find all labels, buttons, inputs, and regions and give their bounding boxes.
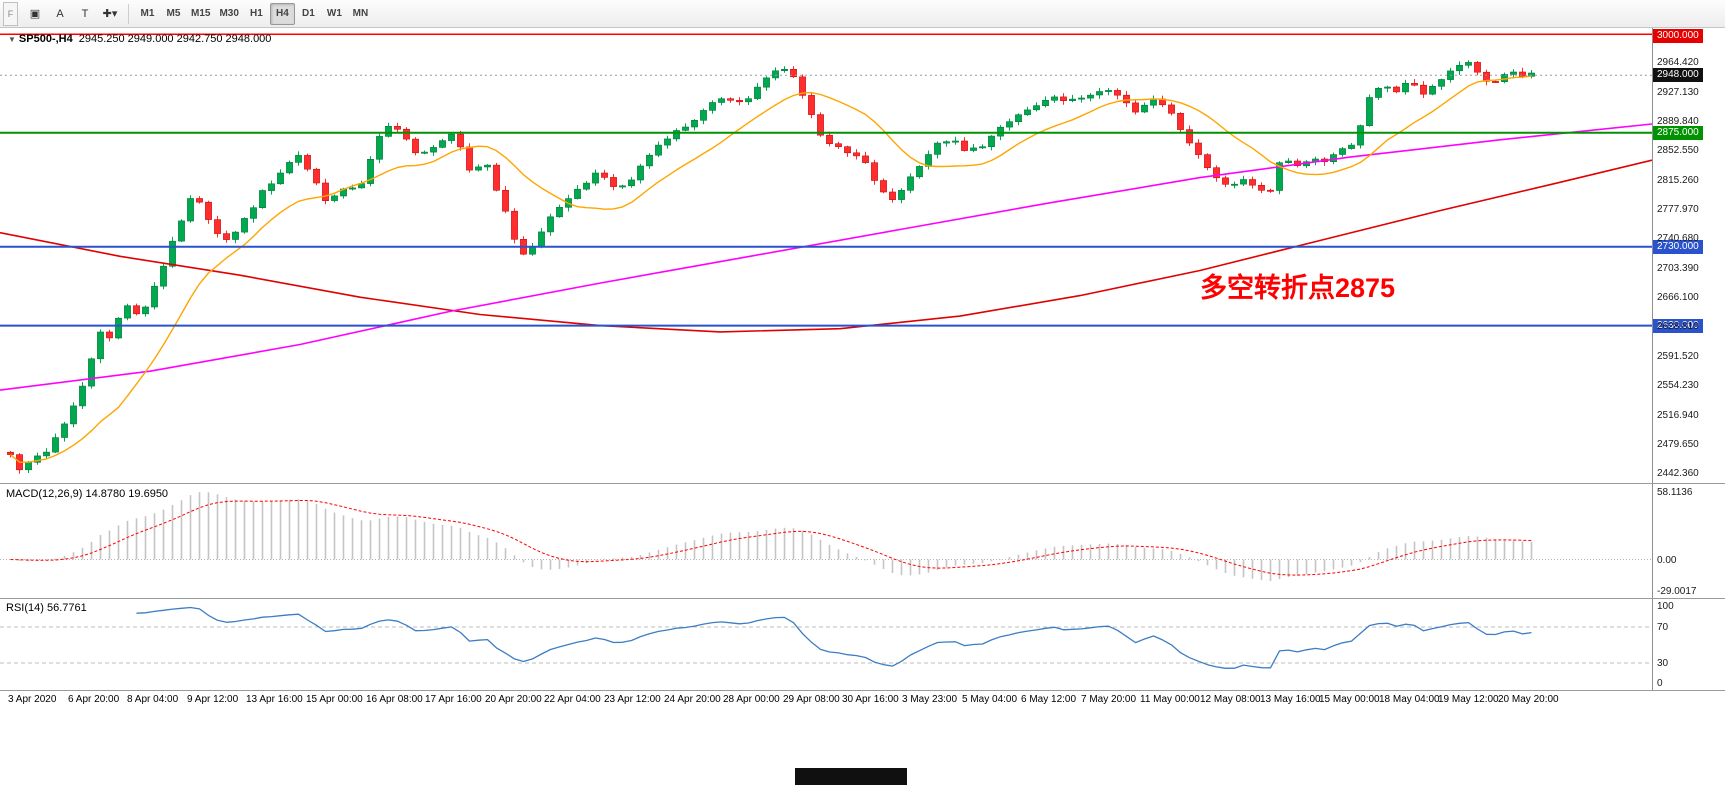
price-axis-label: 2889.840: [1657, 116, 1699, 127]
time-axis-label: 16 Apr 08:00: [366, 694, 423, 705]
bottom-black-box: [795, 768, 907, 785]
main-chart-canvas[interactable]: [0, 28, 1652, 483]
price-badge-2948.000: 2948.000: [1653, 68, 1703, 83]
timeframe-W1[interactable]: W1: [322, 3, 347, 25]
price-badge-2730.000: 2730.000: [1653, 239, 1703, 254]
time-axis-label: 13 Apr 16:00: [246, 694, 303, 705]
price-axis-label: 2964.420: [1657, 57, 1699, 68]
rsi-panel-canvas[interactable]: [0, 600, 1652, 690]
time-axis-label: 9 Apr 12:00: [187, 694, 239, 705]
price-axis-label: 2666.100: [1657, 292, 1699, 303]
rsi-axis-label: 0: [1657, 678, 1663, 689]
time-axis-label: 20 Apr 20:00: [485, 694, 542, 705]
ma-mid-line: [0, 123, 1652, 391]
time-axis-label: 18 May 04:00: [1379, 694, 1440, 705]
price-axis-label: 2777.970: [1657, 204, 1699, 215]
time-axis-label: 22 Apr 04:00: [544, 694, 601, 705]
price-axis-label: 2554.230: [1657, 380, 1699, 391]
price-axis-label: 2927.130: [1657, 87, 1699, 98]
time-axis-label: 5 May 04:00: [962, 694, 1018, 705]
toolbar-buttons: ▣ A T ✚▾ M1 M5 M15 M30 H1 H4 D1 W1 MN: [23, 2, 373, 25]
price-badge-2630.000: 2630.000: [1653, 318, 1703, 333]
price-axis-label: 2479.650: [1657, 439, 1699, 450]
macd-axis-label: 0.00: [1657, 554, 1677, 566]
time-axis-label: 17 Apr 16:00: [425, 694, 482, 705]
template-button[interactable]: T: [73, 3, 97, 25]
time-axis-label: 23 Apr 12:00: [604, 694, 661, 705]
macd-indicator-label: MACD(12,26,9) 14.8780 19.6950: [6, 488, 169, 500]
time-axis-label: 20 May 20:00: [1498, 694, 1559, 705]
time-axis-label: 13 May 16:00: [1260, 694, 1321, 705]
price-axis-label: 2852.550: [1657, 145, 1699, 156]
price-axis-label: 2442.360: [1657, 468, 1699, 479]
time-axis-label: 3 May 23:00: [902, 694, 958, 705]
crosshair-tool-dropdown[interactable]: ✚▾: [98, 3, 122, 25]
time-axis-label: 8 Apr 04:00: [127, 694, 179, 705]
text-label-button[interactable]: A: [48, 3, 72, 25]
time-axis-label: 7 May 20:00: [1081, 694, 1137, 705]
macd-axis-label: 58.1136: [1657, 487, 1693, 498]
price-axis-label: 2591.520: [1657, 351, 1699, 362]
axis-separator: [1652, 28, 1653, 690]
timeframe-H4[interactable]: H4: [269, 2, 295, 25]
timeframe-D1[interactable]: D1: [296, 3, 321, 25]
macd-histogram: [18, 492, 1533, 582]
chart-window-icon[interactable]: ▣: [23, 3, 47, 25]
rsi-axis-label: 100: [1657, 601, 1674, 612]
toolbar-separator: [128, 3, 129, 24]
time-axis-label: 6 Apr 20:00: [68, 694, 120, 705]
time-axis-label: 3 Apr 2020: [8, 694, 57, 705]
price-axis-label: 2628.810: [1657, 321, 1699, 332]
time-axis-label: 19 May 12:00: [1438, 694, 1499, 705]
time-axis-label: 15 May 00:00: [1319, 694, 1380, 705]
time-axis-label: 28 Apr 00:00: [723, 694, 780, 705]
symbol-period-label: SP500-,H4: [18, 33, 73, 45]
timeframe-H1[interactable]: H1: [244, 3, 269, 25]
panel-divider-main-macd[interactable]: [0, 483, 1725, 484]
toolbar-dock-handle[interactable]: F: [3, 1, 18, 26]
timeframe-M30[interactable]: M30: [215, 3, 242, 25]
rsi-axis-label: 70: [1657, 622, 1669, 633]
time-axis-label: 15 Apr 00:00: [306, 694, 363, 705]
price-axis-label: 2516.940: [1657, 410, 1699, 421]
timeframe-M15[interactable]: M15: [187, 3, 214, 25]
macd-axis-label: -29.0017: [1657, 586, 1697, 597]
time-axis-label: 6 May 12:00: [1021, 694, 1077, 705]
toolbar: F ▣ A T ✚▾ M1 M5 M15 M30 H1 H4 D1 W1 MN: [0, 0, 1725, 28]
timeframe-MN[interactable]: MN: [348, 3, 373, 25]
time-axis-label: 30 Apr 16:00: [842, 694, 899, 705]
macd-signal-line: [10, 500, 1532, 576]
chart-title: ▼ SP500-,H4 2945.250 2949.000 2942.750 294…: [8, 33, 271, 45]
price-axis-label: 2815.260: [1657, 175, 1699, 186]
time-axis-label: 29 Apr 08:00: [783, 694, 840, 705]
price-axis-label: 2740.680: [1657, 233, 1699, 244]
timeframe-M1[interactable]: M1: [135, 3, 160, 25]
chart-annotation-text[interactable]: 多空转折点2875: [1200, 273, 1396, 303]
ma-fast-line: [10, 75, 1532, 463]
time-axis-label: 24 Apr 20:00: [664, 694, 721, 705]
macd-panel-canvas[interactable]: [0, 485, 1652, 598]
rsi-axis-label: 30: [1657, 658, 1669, 669]
price-axis-label: 2703.390: [1657, 263, 1699, 274]
ohlc-values: 2945.250 2949.000 2942.750 2948.000: [78, 33, 272, 45]
ma-slow-line: [0, 159, 1652, 333]
time-axis-label: 11 May 00:00: [1140, 694, 1200, 705]
time-axis-label: 12 May 08:00: [1200, 694, 1261, 705]
symbol-dropdown-icon[interactable]: ▼: [8, 35, 16, 44]
panel-divider-macd-rsi[interactable]: [0, 598, 1725, 599]
price-badge-2875.000: 2875.000: [1653, 125, 1703, 140]
time-axis-divider: [0, 690, 1725, 691]
timeframe-M5[interactable]: M5: [161, 3, 186, 25]
rsi-line: [136, 606, 1532, 669]
rsi-indicator-label: RSI(14) 56.7761: [6, 602, 87, 614]
price-badge-3000.000: 3000.000: [1653, 29, 1703, 43]
